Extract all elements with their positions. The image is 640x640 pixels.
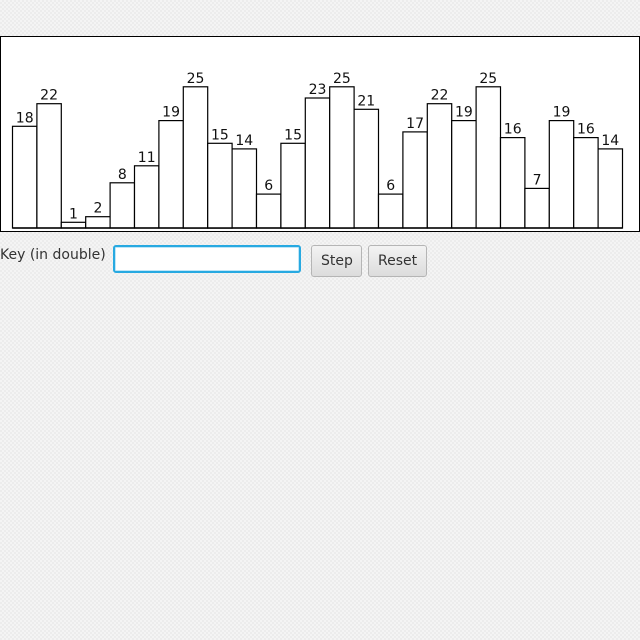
bar-label-16: 17 bbox=[406, 116, 424, 132]
bar-label-6: 19 bbox=[162, 105, 180, 121]
bar-17 bbox=[426, 103, 453, 229]
bar-label-15: 6 bbox=[386, 178, 395, 194]
bar-7 bbox=[182, 86, 209, 229]
bar-9 bbox=[231, 148, 258, 229]
bar-24 bbox=[597, 148, 624, 229]
bar-14 bbox=[353, 108, 380, 229]
bar-chart: 18 22 1 2 8 11 19 25 15 14 6 15 23 25 21 6 17 22 19 25 16 7 19… bbox=[11, 71, 624, 229]
bar-2 bbox=[60, 221, 87, 229]
bar-label-24: 14 bbox=[601, 133, 619, 149]
key-label: Key (in double) bbox=[0, 247, 106, 263]
bar-16 bbox=[402, 131, 428, 229]
bar-18 bbox=[451, 119, 477, 229]
bar-23 bbox=[573, 137, 599, 229]
bar-label-14: 21 bbox=[357, 93, 375, 109]
bar-label-9: 14 bbox=[235, 133, 253, 149]
bar-label-19: 25 bbox=[479, 71, 497, 87]
bar-22 bbox=[548, 119, 575, 229]
step-button[interactable]: Step bbox=[311, 245, 362, 277]
controls-row: Key (in double) Step Reset bbox=[0, 244, 640, 278]
bar-label-17: 22 bbox=[431, 88, 449, 104]
bar-12 bbox=[304, 97, 331, 229]
bar-label-2: 1 bbox=[69, 206, 78, 222]
bar-label-23: 16 bbox=[577, 122, 595, 138]
bar-8 bbox=[207, 142, 233, 229]
bar-13 bbox=[329, 86, 355, 229]
bar-15 bbox=[377, 193, 404, 229]
bar-6 bbox=[158, 119, 184, 229]
bar-label-10: 6 bbox=[264, 178, 273, 194]
bar-label-1: 22 bbox=[40, 88, 58, 104]
bar-1 bbox=[36, 103, 62, 229]
bar-label-22: 19 bbox=[553, 105, 571, 121]
bar-4 bbox=[109, 182, 136, 229]
bar-label-21: 7 bbox=[533, 172, 542, 188]
bar-20 bbox=[499, 137, 526, 229]
reset-button[interactable]: Reset bbox=[368, 245, 427, 277]
bar-label-18: 19 bbox=[455, 105, 473, 121]
bar-10 bbox=[255, 193, 282, 229]
key-input[interactable] bbox=[113, 245, 301, 273]
bar-label-12: 23 bbox=[309, 82, 327, 98]
bar-11 bbox=[280, 142, 306, 229]
bar-label-11: 15 bbox=[284, 127, 302, 143]
bar-label-13: 25 bbox=[333, 71, 351, 87]
bar-5 bbox=[133, 165, 160, 229]
bar-3 bbox=[85, 216, 111, 229]
bar-19 bbox=[475, 86, 502, 229]
bar-label-7: 25 bbox=[187, 71, 205, 87]
bar-label-3: 2 bbox=[93, 201, 102, 217]
bar-label-4: 8 bbox=[118, 167, 127, 183]
bar-label-20: 16 bbox=[504, 122, 522, 138]
bar-21 bbox=[524, 187, 550, 229]
bar-label-0: 18 bbox=[16, 110, 34, 126]
bar-0 bbox=[11, 125, 38, 229]
bar-label-5: 11 bbox=[138, 150, 156, 166]
bar-label-8: 15 bbox=[211, 127, 229, 143]
